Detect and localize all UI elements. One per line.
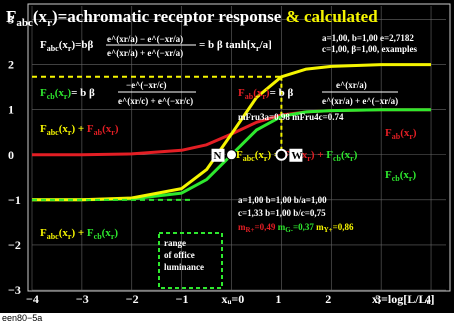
y-tick-label: −3 <box>8 283 21 297</box>
tick-labels: 3 2 1 0 −1 −2 −3 −4 −3 −2 −1 xᵤ=0 1 2 3 4xᵣ=log[L/Lᵤ] <box>8 13 434 306</box>
x-tick-label: xᵤ=0 <box>222 292 245 306</box>
x-tick-label: 4 <box>425 292 431 306</box>
range-text-3: luminance <box>164 262 204 272</box>
formula-den: e^(xr/a) + e^(−xr/a) <box>107 48 183 58</box>
range-text-1: range <box>164 238 186 248</box>
label-fabc-left: Fabc(xr) + Fab(xr) <box>40 123 119 137</box>
formula-tanh: = b β tanh[xr/a] <box>199 39 272 53</box>
y-tick-label: −2 <box>8 238 21 252</box>
y-tick-label: 3 <box>8 13 14 27</box>
label-n: N <box>214 150 222 162</box>
mfru-values: mFru3a=0.98 mFru4c=0.74 <box>238 112 344 122</box>
chart-title: Fabc(xr)=achromatic receptor response & … <box>6 7 378 29</box>
formula-fab-num: e^(xr/a) <box>336 80 367 90</box>
params-top-2: c=1,00, β=1,00, examples <box>322 44 417 54</box>
params-bottom-1: a=1,00 b=1,00 b/a=1,00 <box>238 195 327 205</box>
m-values: mR+=0,49 mG-=0,37 mY+=0,86 <box>238 222 354 234</box>
x-tick-label: 2 <box>325 292 331 306</box>
label-w: W <box>291 150 302 162</box>
formula-fcb-num: −e^(−xr/c) <box>126 80 166 90</box>
y-tick-label: −1 <box>8 193 21 207</box>
params-bottom-2: c=1,33 b=1,00 b/c=0,75 <box>238 208 326 218</box>
x-axis-label: xᵣ=log[L/Lᵤ] <box>372 292 434 306</box>
formula-fcb-den: e^(xr/c) + e^(−xr/c) <box>118 96 193 106</box>
x-tick-label: −2 <box>126 292 139 306</box>
marker-label-bg <box>211 148 225 162</box>
y-tick-label: 1 <box>8 103 14 117</box>
series-lines <box>32 63 431 202</box>
formula-num: e^(xr/a) − e^(−xr/a) <box>107 34 183 44</box>
params-top-1: a=1,00, b=1,00 e=2,7182 <box>322 33 414 43</box>
x-tick-label: −4 <box>26 292 39 306</box>
formula-fab-den: e^(xr/a) + e^(−xr/a) <box>322 96 398 106</box>
footer-label: een80−5a <box>2 313 42 323</box>
marker-n <box>226 149 238 161</box>
x-tick-label: −3 <box>76 292 89 306</box>
title-amp: & calculated <box>286 7 379 26</box>
x-tick-label: 1 <box>275 292 281 306</box>
marker-label-bg <box>289 148 303 162</box>
y-tick-label: 0 <box>8 148 14 162</box>
formula-fcb: Fcb(xr)= b β <box>40 87 95 101</box>
range-text-2: of office <box>164 250 195 260</box>
office-range-box <box>158 232 223 289</box>
x-tick-label: −1 <box>176 292 189 306</box>
label-fcb-right: Fcb(xr) <box>385 169 416 183</box>
label-fab-right: Fab(xr) <box>385 127 417 141</box>
x-tick-label: 3 <box>375 292 381 306</box>
series-line-2 <box>32 63 431 202</box>
grid <box>31 6 446 291</box>
marker-w <box>275 148 288 161</box>
y-tick-label: 2 <box>8 58 14 72</box>
